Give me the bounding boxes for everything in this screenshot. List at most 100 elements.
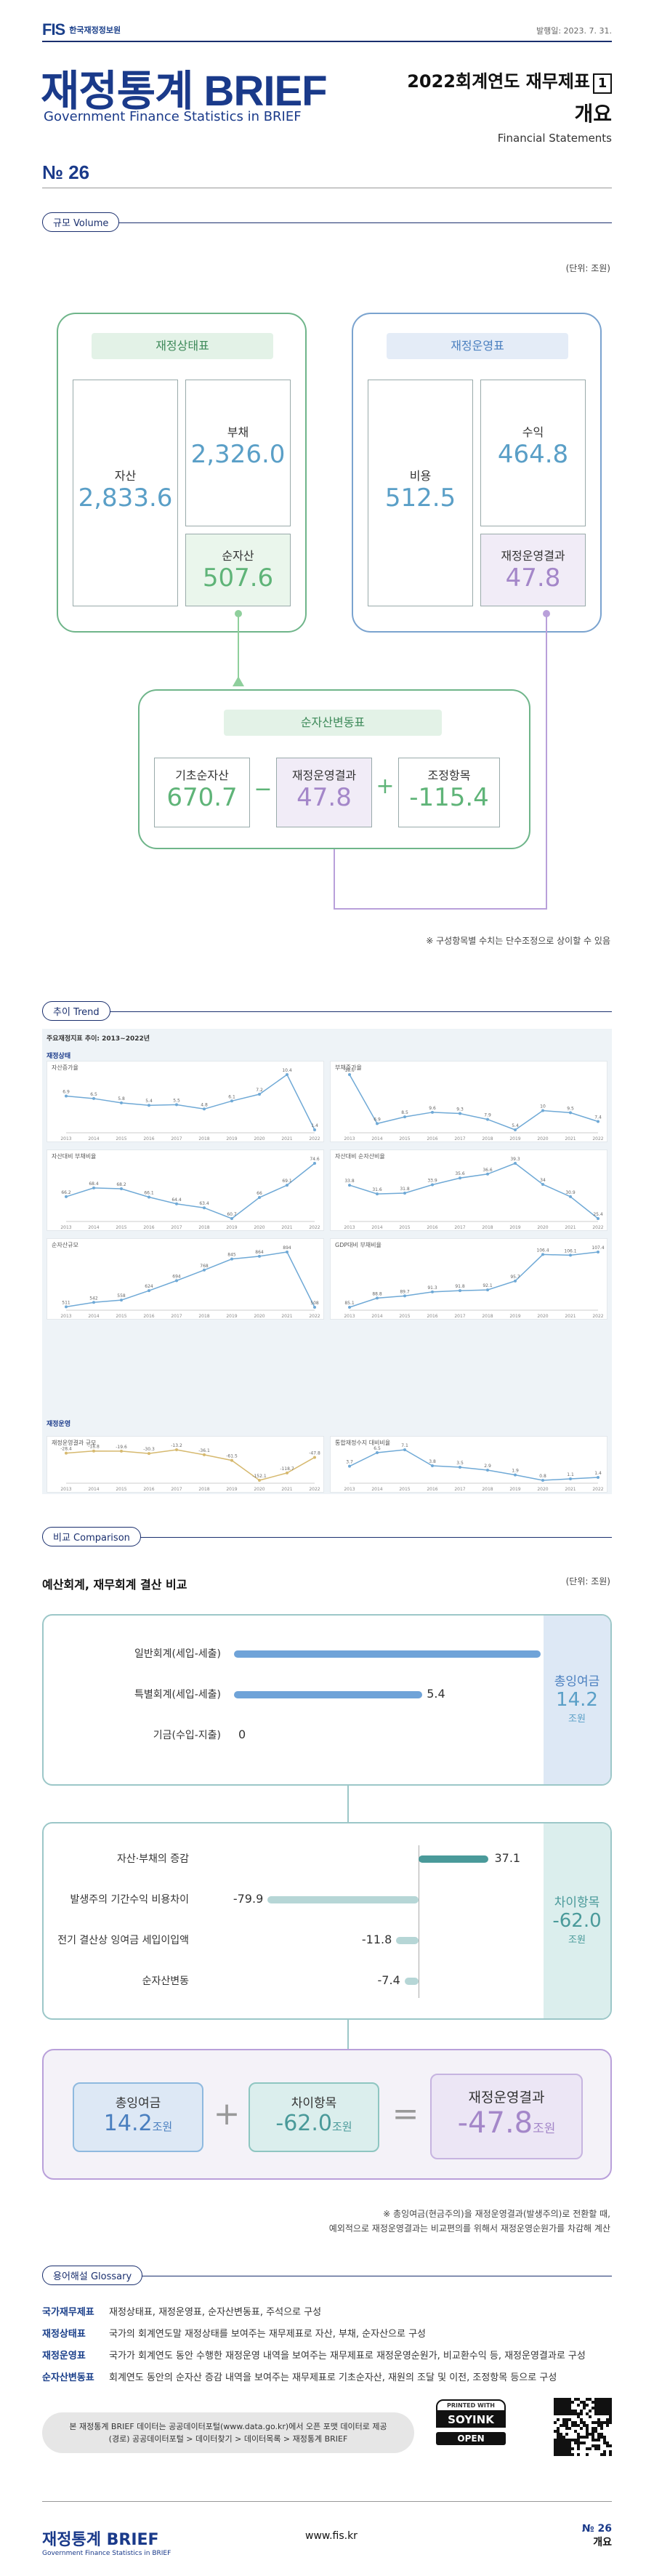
fis-logo: FIS 한국재정정보원 bbox=[42, 20, 121, 39]
difference-unit: 조원 bbox=[568, 1935, 586, 1946]
data-point bbox=[258, 1196, 261, 1200]
data-label: 4.8 bbox=[201, 1102, 208, 1107]
data-info-bar: 본 재정통계 BRIEF 데이터는 공공데이터포털(www.data.go.kr… bbox=[42, 2412, 414, 2453]
data-label: 60.7 bbox=[227, 1212, 237, 1217]
data-label: 91.8 bbox=[455, 1284, 465, 1289]
data-label: 92.1 bbox=[483, 1283, 493, 1288]
volume-note: ※ 구성항목별 수치는 단수조정으로 상이할 수 있음 bbox=[426, 936, 610, 946]
budget-panel: 일반회계(세입-세출)8.8특별회계(세입-세출)5.4기금(수입-지출)0 총… bbox=[42, 1614, 612, 1786]
glossary-item: 재정상태표 국가의 회계연도말 재정상태를 보여주는 재무제표로 자산, 부채, … bbox=[42, 2324, 586, 2346]
data-point bbox=[175, 1279, 178, 1283]
data-label: 7.1 bbox=[401, 1443, 408, 1448]
data-label: 89.7 bbox=[400, 1289, 410, 1294]
x-tick-label: 2022 bbox=[309, 1225, 320, 1230]
volume-section-line bbox=[42, 222, 612, 223]
revenue-value: 464.8 bbox=[497, 440, 569, 469]
data-point bbox=[569, 1253, 572, 1257]
x-tick-label: 2020 bbox=[254, 1487, 265, 1492]
x-tick-label: 2020 bbox=[537, 1136, 548, 1141]
data-point bbox=[459, 1466, 461, 1469]
data-label: 845 bbox=[227, 1253, 236, 1258]
data-label: 3.7 bbox=[346, 1460, 353, 1465]
x-tick-label: 2018 bbox=[482, 1314, 493, 1319]
footer-issue: № 26 bbox=[581, 2523, 612, 2535]
pub-date: 발행일: 2023. 7. 31. bbox=[536, 26, 612, 36]
trend-chart-7: 재정운영결과 규모 -28.4 2013 -18.8 2014 -19.6 2015 -30.… bbox=[47, 1436, 324, 1493]
data-label: 6.9 bbox=[62, 1090, 70, 1095]
eq-unit-c: 조원 bbox=[533, 2122, 556, 2136]
data-point bbox=[486, 1118, 489, 1121]
data-point bbox=[514, 1128, 517, 1131]
x-tick-label: 2013 bbox=[60, 1225, 71, 1230]
x-tick-label: 2022 bbox=[592, 1487, 603, 1492]
data-point bbox=[175, 1202, 178, 1205]
data-label: 7.9 bbox=[484, 1113, 491, 1118]
x-tick-label: 2016 bbox=[143, 1225, 154, 1230]
budget-row-label: 기금(수입-지출) bbox=[153, 1730, 221, 1741]
data-label: 106.4 bbox=[536, 1248, 549, 1253]
x-tick-label: 2014 bbox=[371, 1487, 382, 1492]
data-point bbox=[459, 1112, 461, 1115]
data-label: 894 bbox=[283, 1245, 291, 1251]
nc-op-result-label: 재정운영결과 bbox=[291, 769, 357, 782]
data-label: -36.1 bbox=[198, 1448, 210, 1453]
glossary-item: 국가재무제표 재정상태표, 재정운영표, 순자산변동표, 주석으로 구성 bbox=[42, 2302, 586, 2324]
data-point bbox=[459, 1289, 461, 1293]
data-label: 6.5 bbox=[90, 1092, 97, 1097]
x-tick-label: 2015 bbox=[116, 1314, 126, 1319]
footer-url[interactable]: www.fis.kr bbox=[305, 2530, 358, 2542]
trend-chart-4: 자산대비 순자산비율 33.8 2013 31.6 2014 31.8 2015 33.9 20… bbox=[330, 1149, 607, 1231]
x-tick-label: 2017 bbox=[171, 1487, 182, 1492]
data-point bbox=[403, 1192, 406, 1195]
trend-group-ops: 재정운영 bbox=[47, 1421, 71, 1428]
comparison-unit: (단위: 조원) bbox=[565, 1576, 610, 1586]
eq-op-result-label: 재정운영결과 bbox=[468, 2090, 545, 2106]
trend-panel: 주요재정지표 추이: 2013~2022년 재정상태 재정운영 자산증가율 6.9… bbox=[42, 1029, 612, 1494]
data-label: 33.9 bbox=[427, 1179, 437, 1184]
comparison-section-line bbox=[42, 1537, 612, 1538]
x-tick-label: 2017 bbox=[454, 1487, 465, 1492]
liability-cell: 부채 2,326.0 bbox=[185, 380, 291, 526]
budget-bar bbox=[234, 1691, 423, 1698]
data-label: -13.2 bbox=[171, 1443, 182, 1448]
data-point bbox=[92, 1096, 95, 1100]
data-point bbox=[313, 1456, 316, 1459]
data-point bbox=[348, 1184, 351, 1187]
trend-chart-3: 자산대비 부채비율 66.2 2013 68.4 2014 68.2 2015 66.1 201… bbox=[47, 1149, 324, 1231]
x-tick-label: 2020 bbox=[254, 1136, 265, 1141]
x-tick-label: 2013 bbox=[60, 1314, 71, 1319]
qr-code-icon[interactable] bbox=[554, 2398, 612, 2456]
data-label: 34 bbox=[540, 1178, 546, 1183]
data-point bbox=[376, 1122, 379, 1126]
x-tick-label: 2014 bbox=[88, 1314, 99, 1319]
trend-chart-title: 자산대비 순자산비율 bbox=[335, 1153, 385, 1160]
comparison-heading: 예산회계, 재무회계 결산 비교 bbox=[42, 1578, 187, 1592]
data-label: 39.3 bbox=[510, 1157, 520, 1162]
x-tick-label: 2020 bbox=[254, 1225, 265, 1230]
glossary-list: 국가재무제표 재정상태표, 재정운영표, 순자산변동표, 주석으로 구성 재정상태표… bbox=[42, 2302, 586, 2389]
x-tick-label: 2014 bbox=[371, 1225, 382, 1230]
data-label: 6.9 bbox=[374, 1117, 381, 1122]
footer-rule bbox=[42, 2501, 612, 2502]
data-label: -18.8 bbox=[88, 1445, 100, 1450]
difference-bar bbox=[419, 1855, 489, 1863]
x-tick-label: 2017 bbox=[454, 1225, 465, 1230]
op-result-label: 재정운영결과 bbox=[501, 549, 565, 563]
data-label: 35.6 bbox=[455, 1171, 465, 1176]
data-point bbox=[569, 1195, 572, 1198]
trend-caption: 주요재정지표 추이: 2013~2022년 bbox=[47, 1035, 150, 1043]
cost-label: 비용 bbox=[409, 469, 432, 483]
glossary-term: 순자산변동표 bbox=[42, 2372, 94, 2383]
data-point bbox=[541, 1253, 544, 1256]
data-point bbox=[348, 1464, 351, 1468]
x-tick-label: 2022 bbox=[592, 1136, 603, 1141]
liability-value: 2,326.0 bbox=[190, 440, 286, 469]
data-point bbox=[65, 1195, 68, 1198]
org-name: 한국재정정보원 bbox=[69, 25, 121, 35]
trend-chart-5: 순자산규모 511 2013 542 2014 558 2015 624 2016 694 2017… bbox=[47, 1238, 324, 1320]
data-label: 511 bbox=[62, 1300, 70, 1305]
report-title-line1: 2022회계연도 재무제표 bbox=[407, 71, 590, 92]
data-label: 68.2 bbox=[116, 1182, 126, 1187]
data-point bbox=[120, 1299, 123, 1302]
cost-value: 512.5 bbox=[384, 483, 456, 513]
